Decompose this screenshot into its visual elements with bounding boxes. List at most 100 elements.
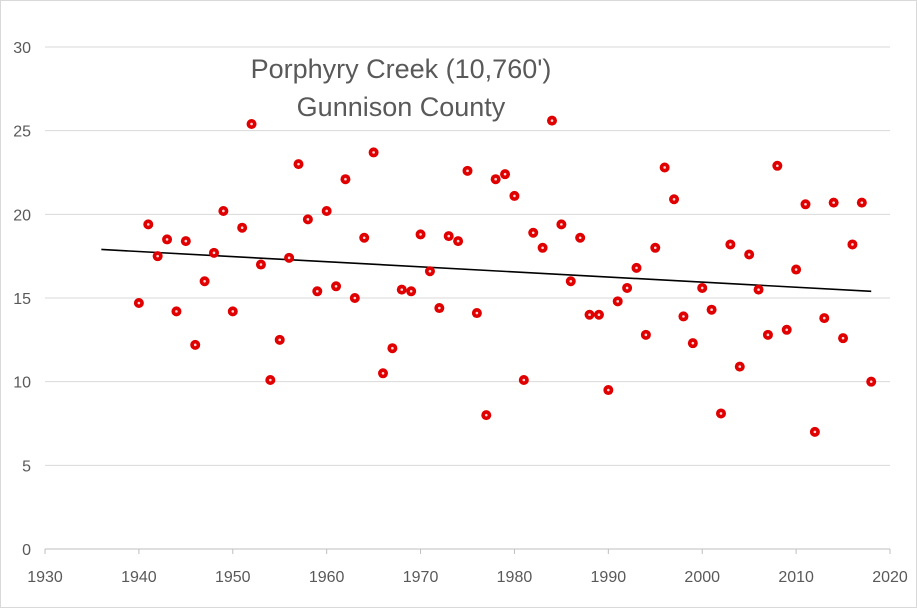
data-point-highlight	[156, 254, 159, 258]
data-point-highlight	[315, 290, 319, 293]
data-point-highlight	[691, 341, 695, 345]
data-point	[453, 236, 464, 247]
data-point-highlight	[607, 388, 610, 392]
x-tick-label: 1930	[27, 569, 63, 586]
data-point-highlight	[438, 306, 441, 310]
data-point	[716, 408, 726, 419]
data-point	[650, 242, 661, 253]
data-point	[706, 304, 717, 315]
data-point	[162, 234, 173, 245]
data-point-highlight	[306, 218, 310, 221]
data-point-highlight	[625, 286, 629, 290]
data-point	[312, 286, 323, 297]
x-tick-label: 1950	[215, 569, 251, 586]
data-points	[133, 115, 877, 437]
data-point	[612, 296, 623, 307]
data-point	[734, 361, 745, 372]
data-point-highlight	[804, 202, 807, 206]
data-point-highlight	[137, 301, 141, 305]
data-point	[443, 231, 454, 242]
data-point	[227, 306, 238, 317]
data-point	[462, 165, 473, 176]
data-point-highlight	[297, 162, 300, 166]
y-tick-labels: 0 5 10 15 20 25 30	[13, 40, 31, 559]
data-point-highlight	[372, 151, 375, 154]
y-tick-label: 10	[13, 375, 31, 392]
data-point-highlight	[212, 251, 216, 255]
data-point	[218, 205, 229, 216]
data-point-highlight	[193, 343, 197, 347]
data-point	[800, 199, 811, 210]
data-point-highlight	[250, 122, 253, 126]
data-point	[669, 194, 680, 205]
data-point	[190, 339, 201, 350]
data-point	[575, 232, 586, 243]
data-point	[556, 219, 567, 230]
data-point	[387, 343, 398, 354]
data-point	[284, 252, 295, 263]
data-point-highlight	[184, 239, 188, 243]
data-point-highlight	[400, 288, 404, 291]
data-point-highlight	[456, 239, 460, 243]
data-point-highlight	[569, 279, 573, 283]
data-point	[509, 190, 520, 201]
data-point	[753, 284, 764, 295]
data-point-highlight	[785, 328, 789, 332]
data-point-highlight	[466, 169, 469, 173]
data-point	[631, 262, 642, 273]
data-point-highlight	[832, 201, 835, 204]
x-tick-label: 2020	[872, 569, 908, 586]
data-point	[659, 162, 670, 173]
x-tick-label: 1970	[403, 569, 439, 586]
data-point-highlight	[682, 315, 685, 318]
data-point-highlight	[672, 197, 676, 201]
data-point-highlight	[663, 166, 666, 169]
data-point-highlight	[851, 243, 854, 246]
data-point	[809, 426, 820, 437]
y-tick-label: 5	[22, 458, 31, 475]
data-point-highlight	[794, 268, 798, 271]
data-point-highlight	[700, 286, 704, 290]
data-point-highlight	[165, 238, 169, 241]
chart-title: Porphyry Creek (10,760') Gunnison County	[251, 54, 552, 122]
data-point	[565, 276, 576, 287]
gridlines	[45, 46, 890, 466]
data-point-highlight	[635, 266, 638, 270]
data-point-highlight	[588, 313, 591, 317]
data-point-highlight	[757, 288, 760, 291]
data-point-highlight	[353, 296, 357, 300]
data-point-highlight	[616, 300, 620, 303]
data-point	[359, 232, 370, 243]
data-point	[697, 282, 708, 293]
data-point	[772, 160, 783, 171]
data-point-highlight	[531, 231, 535, 235]
data-point	[265, 374, 276, 385]
data-point-highlight	[287, 256, 291, 260]
data-point-highlight	[813, 430, 817, 434]
y-tick-label: 15	[13, 291, 31, 308]
data-point-highlight	[541, 246, 544, 250]
data-point-highlight	[841, 336, 845, 340]
data-point-highlight	[644, 333, 648, 337]
data-point	[471, 308, 482, 319]
data-point	[152, 251, 163, 262]
data-point-highlight	[362, 236, 366, 240]
data-point	[349, 293, 360, 303]
data-point-highlight	[278, 338, 282, 342]
data-point-highlight	[203, 279, 206, 283]
data-point	[762, 329, 773, 340]
axes	[44, 548, 891, 554]
data-point-highlight	[550, 119, 554, 122]
y-tick-label: 25	[13, 124, 31, 141]
data-point	[199, 276, 210, 287]
data-point	[331, 281, 342, 292]
data-point	[340, 174, 351, 185]
data-point	[143, 219, 154, 230]
data-point-highlight	[503, 172, 507, 176]
data-point-highlight	[447, 234, 451, 238]
data-point	[838, 333, 849, 344]
data-point-highlight	[334, 284, 338, 288]
linear-trendline	[101, 248, 872, 293]
